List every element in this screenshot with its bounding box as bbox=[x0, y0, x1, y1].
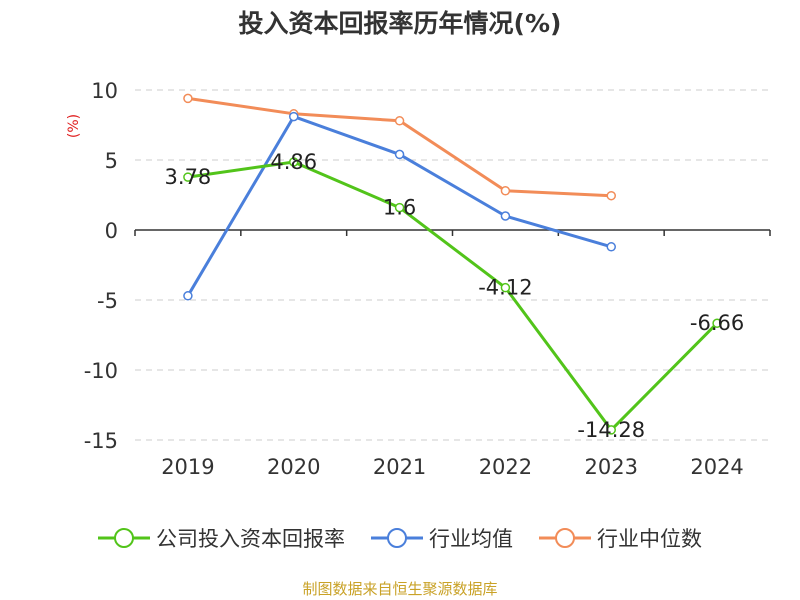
data-point bbox=[606, 190, 616, 201]
chart-title: 投入资本回报率历年情况(%) bbox=[238, 9, 562, 38]
legend-swatch-icon bbox=[371, 528, 423, 548]
x-tick-label: 2020 bbox=[267, 455, 320, 479]
legend-label: 行业中位数 bbox=[597, 527, 702, 551]
data-label: 3.78 bbox=[165, 165, 212, 189]
legend-label: 行业均值 bbox=[429, 527, 513, 551]
y-tick-label: 10 bbox=[91, 79, 118, 103]
data-point bbox=[183, 172, 193, 182]
data-point bbox=[500, 282, 511, 293]
y-tick-label: 0 bbox=[105, 219, 118, 243]
data-point bbox=[289, 157, 299, 167]
x-tick-label: 2023 bbox=[585, 455, 638, 479]
legend-swatch-icon bbox=[539, 528, 591, 548]
y-axis-label: (%) bbox=[66, 114, 82, 138]
y-tick-label: -10 bbox=[84, 359, 118, 383]
data-label: -6.66 bbox=[690, 311, 744, 335]
source-note: 制图数据来自恒生聚源数据库 bbox=[302, 580, 498, 598]
data-label: 1.6 bbox=[383, 196, 416, 220]
y-tick-label: -15 bbox=[84, 429, 118, 453]
data-point bbox=[183, 291, 193, 301]
data-point bbox=[289, 111, 299, 122]
legend-item[interactable]: 行业均值 bbox=[371, 523, 513, 553]
x-tick-label: 2021 bbox=[373, 455, 426, 479]
data-label: -14.28 bbox=[577, 418, 645, 442]
data-point bbox=[394, 202, 405, 213]
series-line bbox=[187, 96, 612, 198]
y-tick-label: -5 bbox=[97, 289, 118, 313]
legend-label: 公司投入资本回报率 bbox=[156, 527, 345, 551]
data-point bbox=[183, 93, 193, 104]
data-point bbox=[712, 318, 722, 328]
legend-swatch-icon bbox=[98, 528, 150, 548]
data-point bbox=[394, 149, 405, 160]
data-point bbox=[394, 116, 405, 126]
data-point bbox=[500, 186, 511, 196]
series-line bbox=[187, 160, 719, 432]
x-tick-label: 2024 bbox=[690, 455, 743, 479]
data-point bbox=[500, 211, 511, 221]
legend-item[interactable]: 公司投入资本回报率 bbox=[98, 523, 345, 553]
data-label: -4.12 bbox=[478, 276, 532, 300]
legend: 公司投入资本回报率 行业均值 行业中位数 bbox=[0, 518, 800, 558]
x-tick-label: 2019 bbox=[161, 455, 214, 479]
data-point bbox=[606, 425, 616, 435]
y-tick-label: 5 bbox=[105, 149, 118, 173]
x-tick-label: 2022 bbox=[479, 455, 532, 479]
legend-item[interactable]: 行业中位数 bbox=[539, 523, 702, 553]
data-label: 4.86 bbox=[270, 150, 317, 174]
data-point bbox=[606, 242, 616, 252]
